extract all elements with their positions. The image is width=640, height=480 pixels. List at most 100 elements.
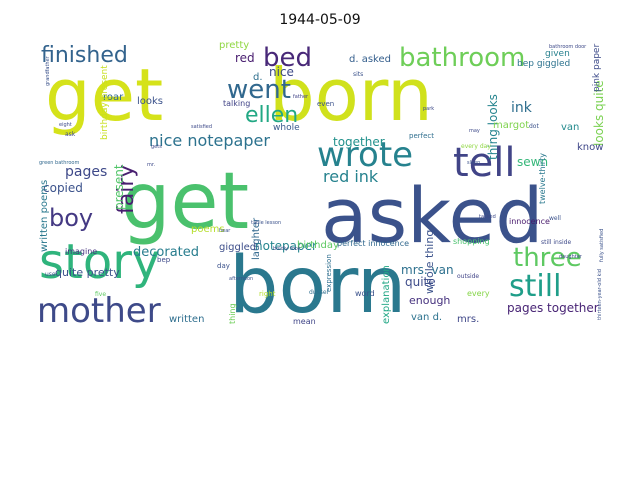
cloud-word: boldly took [273, 246, 301, 252]
cloud-word: whole [273, 123, 300, 133]
cloud-word: use [45, 271, 56, 278]
cloud-word: well [549, 215, 561, 222]
cloud-word: shopping [453, 237, 490, 246]
cloud-word: wrote [317, 135, 413, 175]
cloud-word: green bathroom [39, 160, 79, 166]
cloud-word: red ink [323, 167, 379, 186]
cloud-word: together [333, 135, 385, 149]
cloud-word: mother [37, 291, 161, 324]
cloud-word: sewn [517, 155, 548, 169]
cloud-word: still inside [541, 239, 571, 246]
cloud-word: sleep [467, 160, 480, 166]
cloud-word: pages together [507, 301, 599, 315]
cloud-word: day [217, 262, 230, 270]
cloud-word: asked [321, 171, 543, 260]
cloud-word: right [259, 290, 276, 298]
cloud-word: present [112, 164, 126, 210]
cloud-word: nice [269, 65, 294, 79]
cloud-word: thing [228, 303, 237, 324]
cloud-word: outside [457, 273, 479, 280]
cloud-word: word [355, 289, 375, 298]
cloud-word: copied [43, 181, 83, 195]
cloud-word: bed [263, 43, 312, 73]
cloud-word: given [545, 49, 570, 59]
cloud-word: even [317, 100, 334, 108]
chart-title: 1944-05-09 [279, 12, 361, 28]
cloud-word: ask [65, 131, 76, 138]
cloud-word: birthday present [100, 65, 110, 140]
cloud-word: hear [219, 228, 231, 234]
cloud-word: may [469, 128, 480, 134]
cloud-word: perfect [409, 132, 434, 140]
cloud-word: written poems [39, 180, 50, 252]
cloud-word: mean [293, 317, 316, 324]
cloud-word: daughter [559, 254, 583, 260]
cloud-word: every [467, 289, 490, 298]
cloud-word: story [39, 234, 160, 290]
cloud-word: innocence [509, 217, 550, 226]
cloud-word: bathroom door [549, 44, 587, 50]
cloud-word: roar [103, 92, 124, 103]
cloud-word: finished [41, 43, 128, 68]
cloud-word: get [45, 53, 163, 137]
cloud-word: nice notepaper [149, 131, 270, 150]
cloud-word: mrs. van [401, 263, 454, 277]
cloud-word: van [561, 122, 579, 133]
cloud-word: margot [493, 120, 529, 131]
cloud-word: looks quite [592, 80, 606, 146]
cloud-word: still [509, 269, 561, 304]
cloud-word: ellen [245, 103, 298, 128]
cloud-word: fully satisfied [599, 229, 605, 262]
cloud-word: tell [453, 140, 516, 186]
cloud-word: enough [409, 294, 450, 307]
cloud-word: red [235, 51, 255, 65]
cloud-word: know [577, 142, 603, 153]
cloud-word: dussel [309, 289, 329, 296]
cloud-word: table lesson [251, 220, 281, 226]
cloud-word: mr. [147, 162, 155, 168]
cloud-word: explanation [381, 265, 392, 324]
cloud-word: born [269, 53, 433, 137]
cloud-word: talking [223, 99, 250, 108]
cloud-word: ink [511, 100, 533, 116]
cloud-word: born [229, 241, 406, 324]
cloud-word: satisfied [191, 124, 212, 130]
cloud-word: pretty [219, 40, 249, 51]
cloud-word: bep [157, 256, 171, 264]
cloud-word: five [95, 291, 106, 298]
cloud-word: sits [353, 71, 363, 78]
cloud-word: written [169, 314, 204, 324]
cloud-word: whole thing [423, 230, 436, 294]
cloud-word: looks [137, 96, 163, 107]
cloud-word: fairy [114, 165, 139, 214]
cloud-word: went [227, 75, 291, 105]
cloud-word: imagine [65, 247, 97, 256]
cloud-word: perfect innocence [337, 239, 409, 248]
cloud-word: tacked [479, 214, 496, 220]
word-cloud: get born get asked born story tell wrote bathroo… [33, 36, 609, 324]
cloud-word: poems [191, 224, 225, 235]
cloud-word: d. asked [349, 54, 391, 65]
cloud-word: giggled [219, 242, 256, 253]
cloud-word: park [423, 106, 434, 112]
cloud-word: get [121, 157, 249, 247]
cloud-word: three [513, 243, 582, 273]
cloud-word: bathroom [399, 43, 525, 73]
cloud-word: d. [253, 72, 263, 83]
cloud-word: afternoon [229, 276, 253, 282]
cloud-word: twelve-thirty [538, 153, 547, 204]
cloud-word: notepaper [255, 239, 317, 253]
cloud-word: bep giggled [517, 59, 570, 69]
cloud-word: boy [49, 204, 93, 232]
cloud-word: decorated [133, 245, 199, 260]
cloud-word: thing looks [486, 94, 500, 160]
cloud-word: every day [461, 143, 491, 150]
cloud-word: mrs. [457, 314, 479, 324]
cloud-word: grandfather [45, 55, 51, 86]
cloud-word: eight [59, 122, 72, 128]
cloud-word: birthday [297, 240, 339, 251]
cloud-word: dot [529, 123, 539, 130]
cloud-word: laughter [251, 217, 262, 260]
cloud-word: pages [65, 164, 107, 180]
